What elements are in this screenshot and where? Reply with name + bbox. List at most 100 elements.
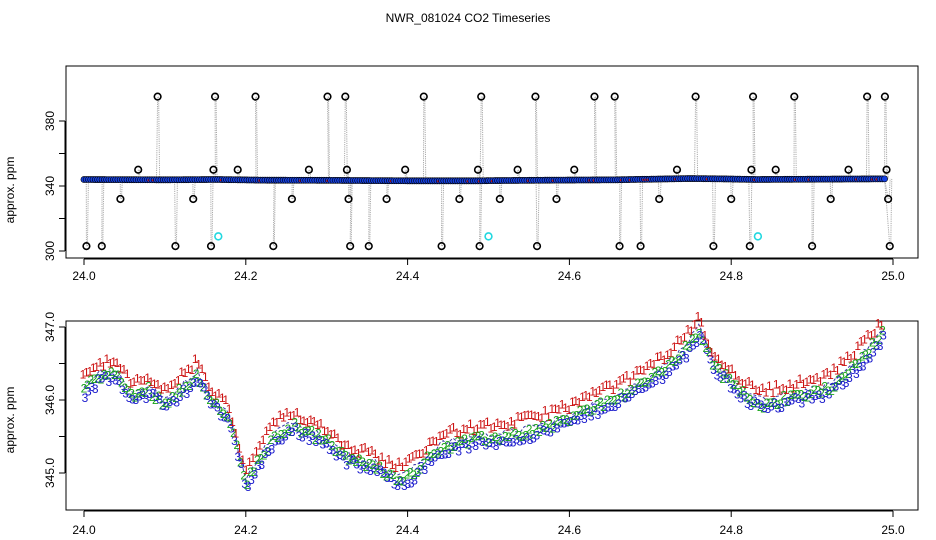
series-number-marker: 3 xyxy=(466,442,473,456)
series-number-marker: 2 xyxy=(668,354,675,368)
series-number-marker: 2 xyxy=(699,334,706,348)
series-number-marker: 1 xyxy=(233,426,240,440)
series-number-marker: 2 xyxy=(240,469,247,483)
series-number-marker: 2 xyxy=(757,400,764,414)
series-number-marker: 2 xyxy=(94,372,101,386)
series-number-marker: 2 xyxy=(98,372,105,386)
series-number-marker: 2 xyxy=(152,393,159,407)
series-number-marker: 3 xyxy=(761,401,768,415)
series-number-marker: 2 xyxy=(601,400,608,414)
series-number-marker: 2 xyxy=(349,452,356,466)
top-plot-frame xyxy=(65,65,919,259)
spike-point xyxy=(885,242,894,251)
series-number-marker: 3 xyxy=(700,333,707,347)
top-baseline-points xyxy=(80,175,888,185)
series-number-marker: 1 xyxy=(763,386,770,400)
series-number-marker: 1 xyxy=(205,380,212,394)
series-number-marker: 2 xyxy=(563,413,570,427)
series-number-marker: 1 xyxy=(555,402,562,416)
series-number-marker: 1 xyxy=(209,385,216,399)
series-number-marker: 3 xyxy=(112,373,119,387)
series-number-marker: 1 xyxy=(593,386,600,400)
series-number-marker: 2 xyxy=(380,467,387,481)
series-number-marker: 3 xyxy=(323,437,330,451)
series-number-marker: 2 xyxy=(369,458,376,472)
spike-point xyxy=(610,92,619,101)
series-number-marker: 2 xyxy=(132,391,139,405)
series-number-marker: 2 xyxy=(709,358,716,372)
series-number-marker: 1 xyxy=(331,427,338,441)
series-number-marker: 3 xyxy=(418,459,425,473)
series-number-marker: 2 xyxy=(685,339,692,353)
series-number-marker: 1 xyxy=(569,395,576,409)
series-number-marker: 2 xyxy=(618,386,625,400)
series-number-marker: 1 xyxy=(769,386,776,400)
series-number-marker: 2 xyxy=(594,397,601,411)
series-number-marker: 3 xyxy=(778,401,785,415)
series-number-marker: 1 xyxy=(640,363,647,377)
series-number-marker: 3 xyxy=(537,422,544,436)
series-number-marker: 1 xyxy=(861,333,868,347)
series-number-marker: 3 xyxy=(816,388,823,402)
series-number-marker: 1 xyxy=(307,413,314,427)
series-number-marker: 1 xyxy=(100,359,107,373)
series-number-marker: 1 xyxy=(708,346,715,360)
series-number-marker: 3 xyxy=(173,396,180,410)
series-number-marker: 2 xyxy=(723,367,730,381)
series-number-marker: 2 xyxy=(308,423,315,437)
series-number-marker: 3 xyxy=(578,409,585,423)
series-number-marker: 1 xyxy=(749,378,756,392)
series-number-marker: 1 xyxy=(661,353,668,367)
series-number-marker: 2 xyxy=(852,357,859,371)
series-number-marker: 3 xyxy=(513,432,520,446)
series-number-marker: 2 xyxy=(475,429,482,443)
series-number-marker: 2 xyxy=(285,422,292,436)
series-number-marker: 3 xyxy=(860,359,867,373)
series-number-marker: 2 xyxy=(692,331,699,345)
series-number-marker: 2 xyxy=(804,390,811,404)
series-number-marker: 2 xyxy=(410,468,417,482)
series-number-marker: 2 xyxy=(787,388,794,402)
spike-connector xyxy=(887,169,890,179)
series-number-marker: 3 xyxy=(707,353,714,367)
series-number-marker: 3 xyxy=(744,397,751,411)
series-number-marker: 2 xyxy=(288,425,295,439)
spike-point xyxy=(323,92,332,101)
series-number-marker: 2 xyxy=(767,396,774,410)
series-number-marker: 2 xyxy=(451,440,458,454)
top-x-tick-label: 25.0 xyxy=(881,269,905,283)
series-number-marker: 1 xyxy=(800,377,807,391)
series-number-marker: 3 xyxy=(489,437,496,451)
series-number-marker: 1 xyxy=(654,350,661,364)
series-number-marker: 2 xyxy=(322,433,329,447)
series-number-marker: 3 xyxy=(873,339,880,353)
series-number-marker: 3 xyxy=(394,479,401,493)
series-number-marker: 3 xyxy=(673,359,680,373)
series-number-marker: 1 xyxy=(328,428,335,442)
series-number-marker: 1 xyxy=(814,371,821,385)
series-number-marker: 2 xyxy=(539,418,546,432)
series-number-marker: 3 xyxy=(571,413,578,427)
spike-connector xyxy=(884,178,891,247)
series-number-marker: 2 xyxy=(376,459,383,473)
spike-point xyxy=(532,242,542,251)
spike-point xyxy=(206,242,216,251)
series-number-marker: 3 xyxy=(231,434,238,448)
series-number-marker: 1 xyxy=(413,448,420,462)
series-number-marker: 3 xyxy=(343,458,350,472)
series-number-marker: 2 xyxy=(825,384,832,398)
spike-connector xyxy=(535,96,538,181)
series-number-marker: 1 xyxy=(368,443,375,457)
series-number-marker: 3 xyxy=(510,436,517,450)
series-number-marker: 2 xyxy=(719,372,726,386)
spike-point xyxy=(790,92,799,101)
series-number-marker: 1 xyxy=(793,377,800,391)
series-number-marker: 2 xyxy=(696,327,703,341)
series-number-marker: 2 xyxy=(206,393,213,407)
series-number-marker: 1 xyxy=(572,394,579,408)
series-number-marker: 1 xyxy=(392,461,399,475)
series-number-marker: 2 xyxy=(522,428,529,442)
series-number-marker: 2 xyxy=(770,396,777,410)
series-number-marker: 2 xyxy=(315,426,322,440)
series-number-marker: 3 xyxy=(268,443,275,457)
